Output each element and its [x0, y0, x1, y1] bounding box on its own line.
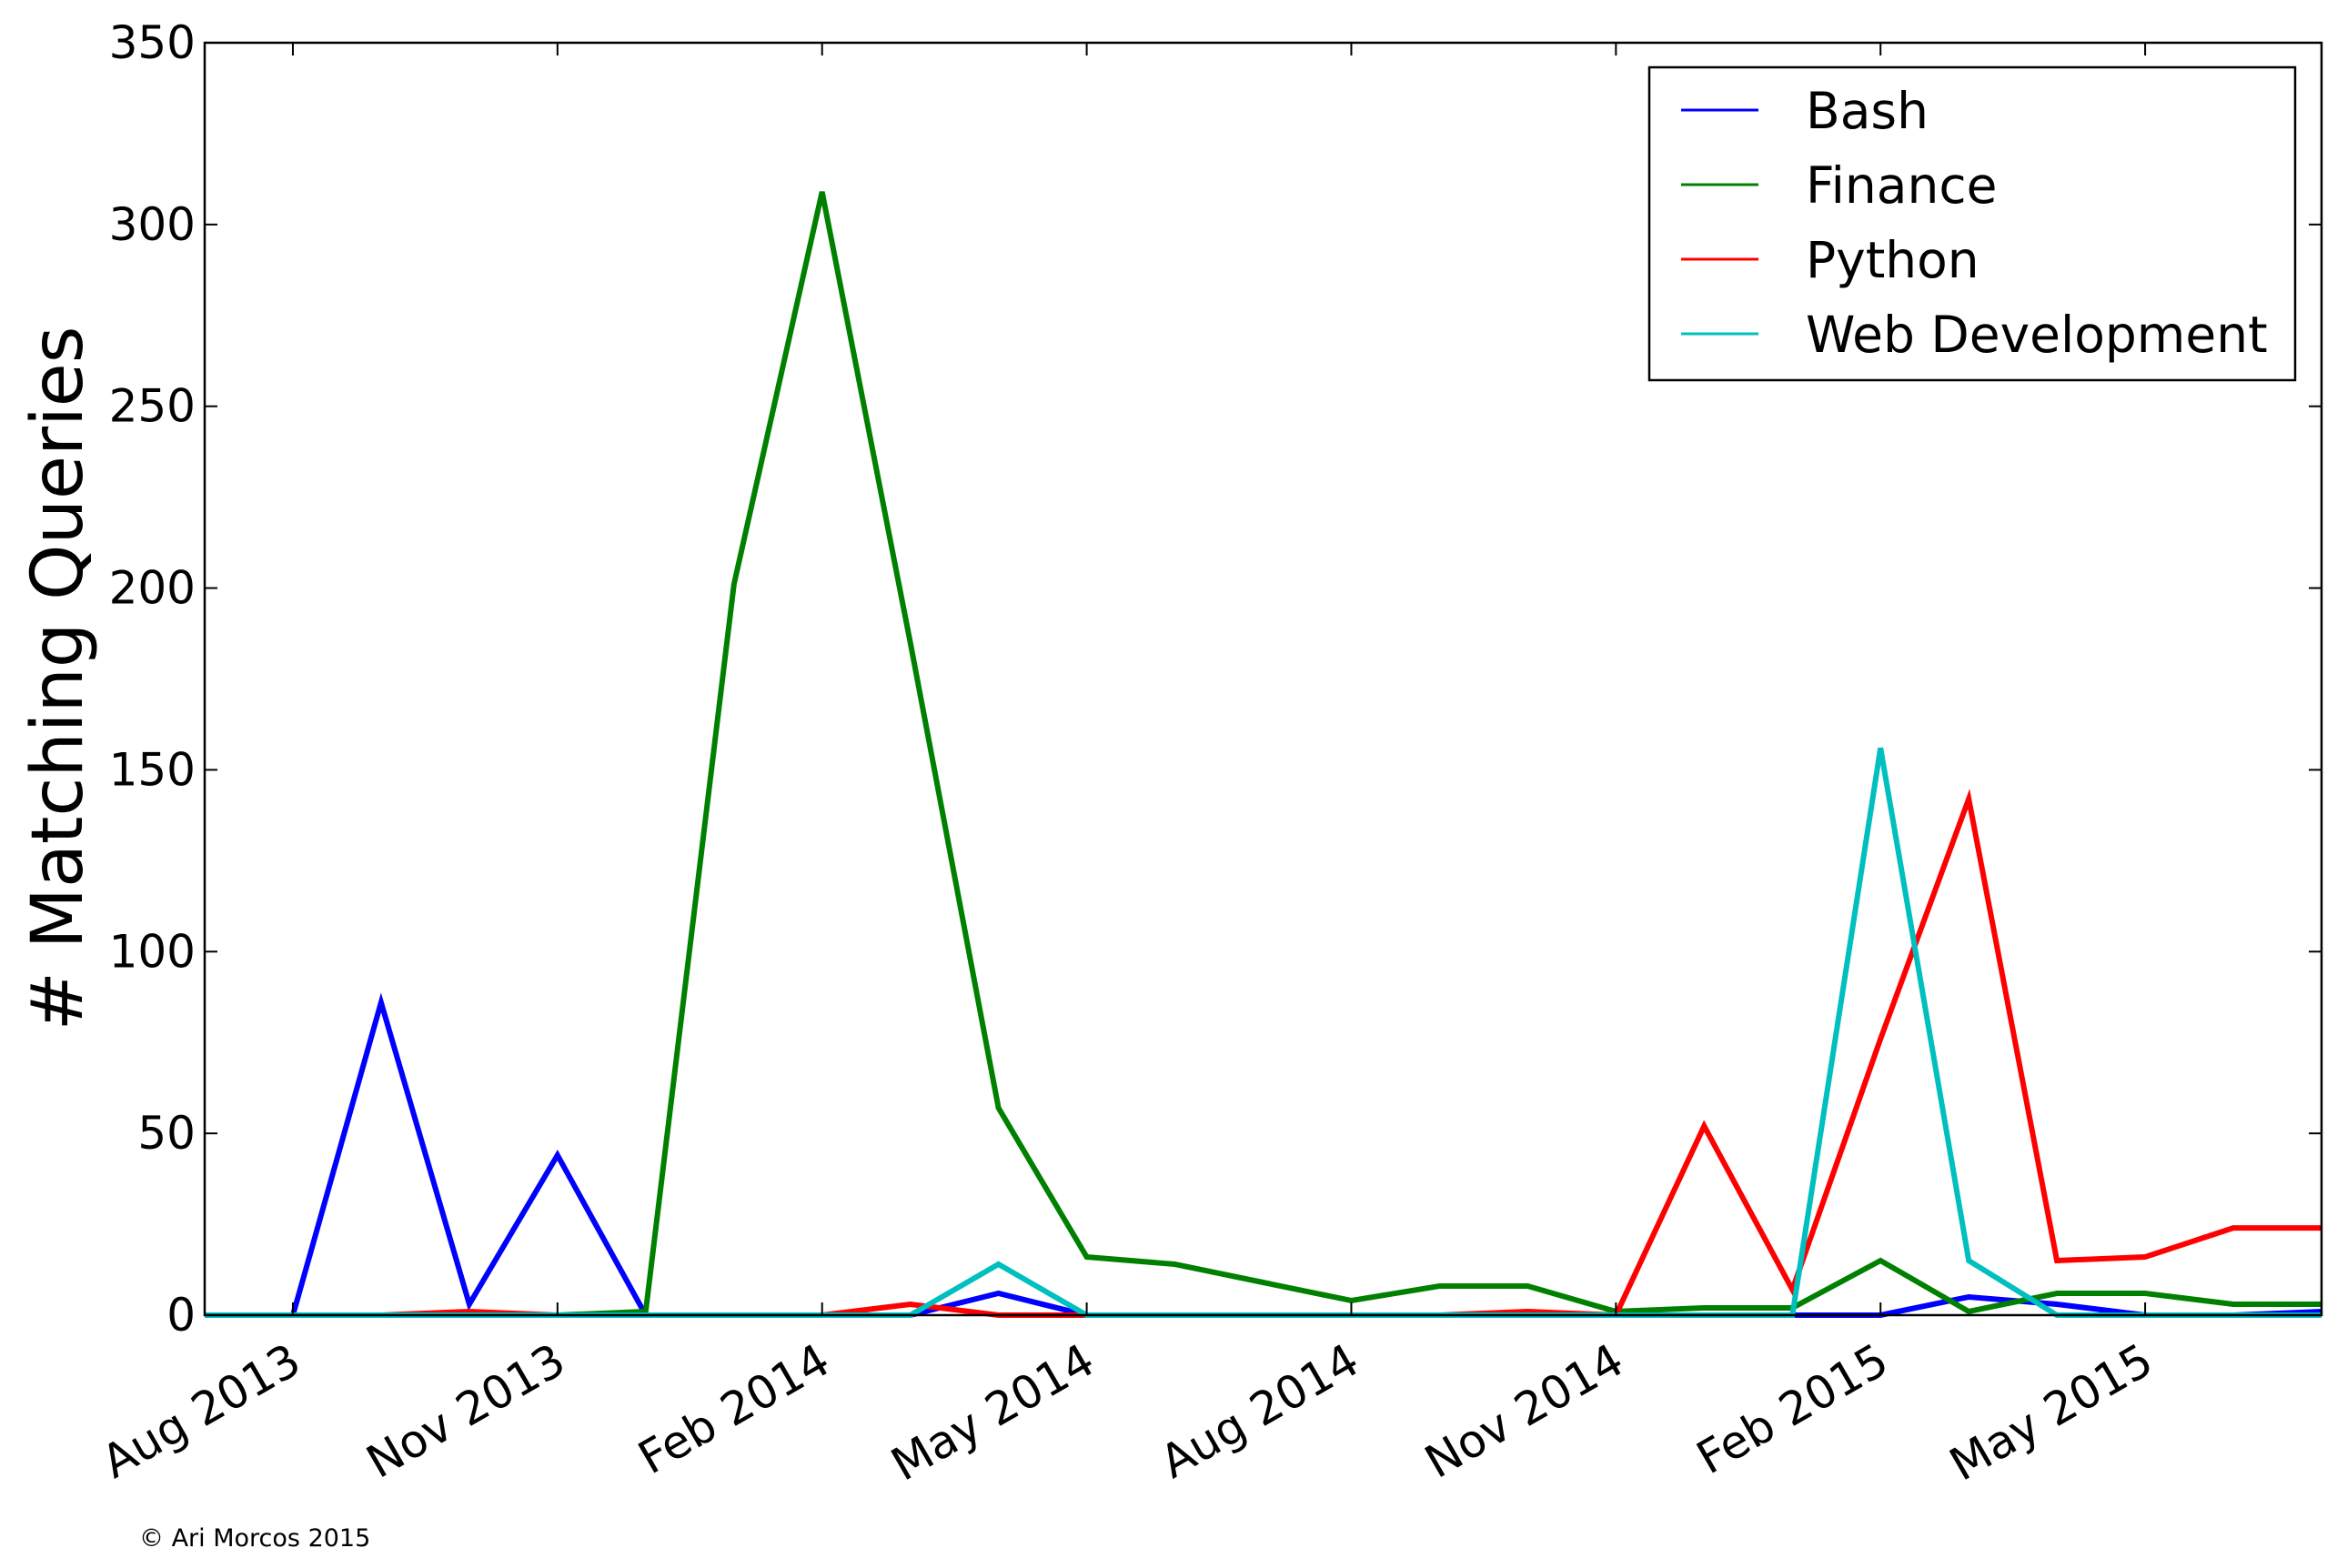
y-tick-label: 250 — [109, 380, 196, 433]
y-tick-label: 300 — [109, 198, 196, 251]
y-tick-label: 150 — [109, 743, 196, 796]
legend-box — [1647, 65, 2297, 382]
plot-frame — [203, 41, 2323, 1317]
y-tick-label: 350 — [109, 16, 196, 69]
y-axis-title: # Matching Queries — [17, 327, 99, 1031]
y-tick-label: 50 — [137, 1107, 196, 1160]
legend-label-bash: Bash — [1806, 82, 1929, 140]
y-tick-labels: 0 50 100 150 200 250 300 350 — [109, 16, 196, 1342]
legend: Bash Finance Python Web Development — [1647, 65, 2297, 382]
legend-entries: Bash Finance Python Web Development — [1681, 82, 2268, 364]
legend-label-web-development: Web Development — [1806, 306, 2268, 364]
copyright-text: © Ari Morcos 2015 — [139, 1524, 370, 1553]
y-tick-label: 100 — [109, 925, 196, 978]
legend-label-python: Python — [1806, 231, 1979, 289]
y-tick-label: 200 — [109, 562, 196, 615]
y-tick-label: 0 — [166, 1289, 196, 1342]
legend-label-finance: Finance — [1806, 156, 1997, 215]
